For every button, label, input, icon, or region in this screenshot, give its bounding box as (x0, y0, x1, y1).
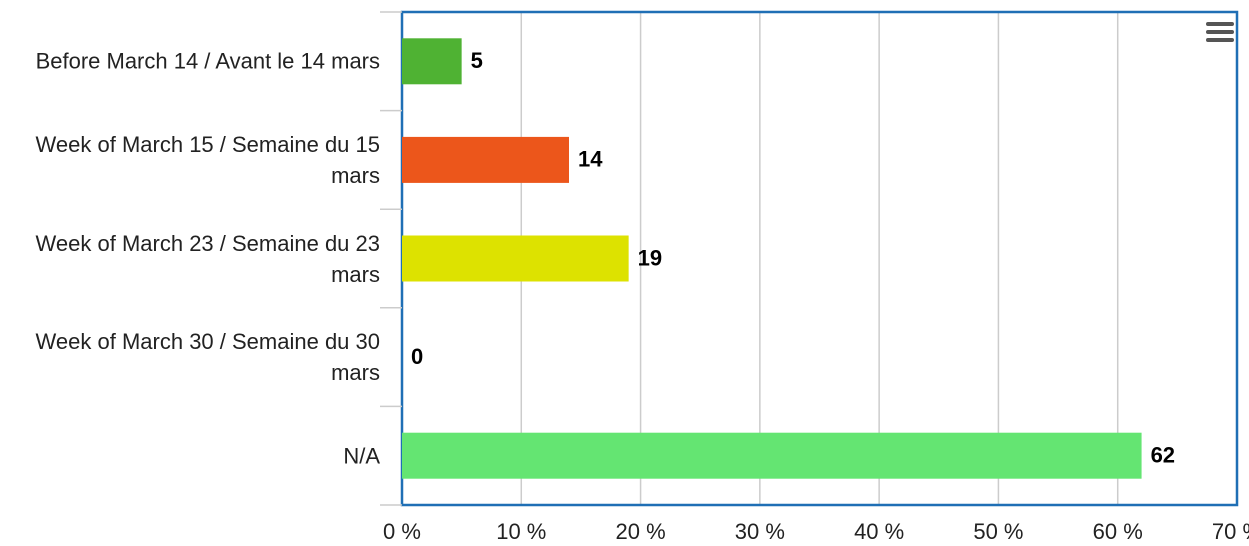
x-tick-label: 10 % (496, 519, 546, 544)
data-label: 14 (578, 147, 603, 172)
bar (402, 235, 629, 282)
data-label: 19 (638, 245, 662, 270)
x-tick-label: 0 % (383, 519, 421, 544)
x-tick-label: 20 % (615, 519, 665, 544)
x-tick-label: 50 % (973, 519, 1023, 544)
bar (402, 38, 462, 85)
data-label: 0 (411, 344, 423, 369)
x-tick-label: 70 % (1212, 519, 1249, 544)
bar (402, 136, 569, 183)
category-label: Week of March 30 / Semaine du 30 mars (35, 329, 380, 386)
category-label: Week of March 15 / Semaine du 15 mars (35, 131, 380, 188)
category-label: Before March 14 / Avant le 14 mars (35, 48, 380, 74)
category-label: N/A (343, 443, 380, 469)
data-label: 5 (471, 48, 483, 73)
data-label: 62 (1151, 443, 1175, 468)
category-label: Week of March 23 / Semaine du 23 mars (35, 230, 380, 287)
x-tick-label: 60 % (1093, 519, 1143, 544)
menu-icon[interactable] (1206, 22, 1234, 42)
bar (402, 432, 1142, 479)
x-tick-label: 40 % (854, 519, 904, 544)
x-tick-label: 30 % (735, 519, 785, 544)
